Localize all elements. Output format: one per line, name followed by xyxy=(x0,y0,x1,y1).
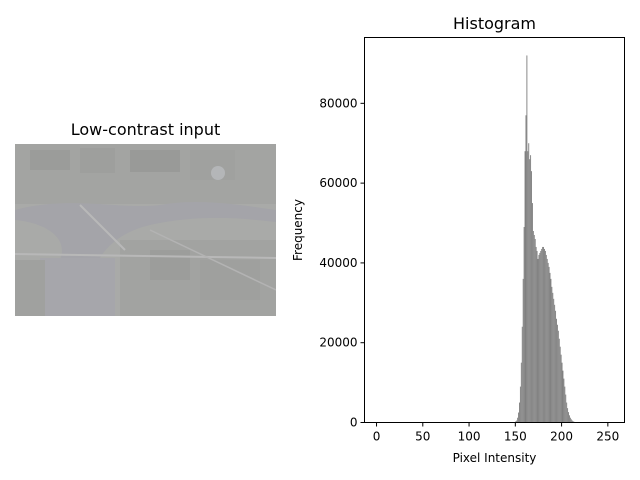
histogram-bar xyxy=(520,362,522,423)
x-tick-label: 100 xyxy=(458,430,481,444)
histogram-bar xyxy=(567,408,569,423)
histogram-bar xyxy=(525,115,527,423)
histogram-bar xyxy=(543,246,545,423)
histogram-bar xyxy=(524,151,526,423)
histogram-bar xyxy=(531,203,533,423)
histogram-bar xyxy=(563,378,565,423)
histogram-bar xyxy=(522,278,524,423)
histogram-bar xyxy=(532,230,534,423)
histogram-bar xyxy=(557,330,559,423)
histogram-bar xyxy=(526,55,528,423)
histogram-bar xyxy=(560,354,562,423)
histogram-bar xyxy=(519,386,521,423)
y-tick-label: 80000 xyxy=(319,96,357,110)
histogram-bar xyxy=(556,324,558,423)
histogram-bar xyxy=(548,266,550,423)
histogram-bar xyxy=(528,143,530,423)
histogram-bar xyxy=(568,412,569,423)
histogram-bar xyxy=(531,171,532,423)
y-tick-label: 40000 xyxy=(319,256,357,270)
y-tick-label: 0 xyxy=(350,416,358,430)
histogram-bar xyxy=(550,278,552,423)
histogram-bar xyxy=(564,386,566,423)
histogram-bar xyxy=(562,370,564,423)
histogram-bar xyxy=(561,362,563,423)
x-tick-label: 200 xyxy=(550,430,573,444)
histogram-bar xyxy=(534,238,536,423)
left-panel-title: Low-contrast input xyxy=(71,120,221,139)
histogram-bar xyxy=(551,286,553,423)
histogram-bar xyxy=(539,252,541,423)
x-tick-label: 250 xyxy=(596,430,619,444)
histogram-bar xyxy=(544,250,546,423)
histogram-title: Histogram xyxy=(453,14,536,33)
histogram-bar xyxy=(527,151,529,423)
histogram-bar xyxy=(517,417,519,423)
histogram-bar xyxy=(553,298,555,423)
y-tick-label: 20000 xyxy=(319,336,357,350)
histogram-bar xyxy=(555,310,557,423)
x-tick-label: 150 xyxy=(504,430,527,444)
histogram-bar xyxy=(570,419,572,423)
histogram-bar xyxy=(519,402,520,423)
y-axis-label: Frequency xyxy=(291,199,305,261)
histogram-bar xyxy=(541,248,543,423)
y-axis-ticks: 0 20000 40000 60000 80000 xyxy=(319,96,365,430)
histogram-bar xyxy=(515,421,517,423)
histogram-bar xyxy=(529,159,531,423)
histogram-bar xyxy=(566,402,568,423)
x-tick-label: 0 xyxy=(373,430,381,444)
histogram-bars xyxy=(515,55,577,423)
histogram-bar xyxy=(521,326,523,423)
x-tick-label: 50 xyxy=(415,430,430,444)
histogram-bar xyxy=(571,420,573,423)
x-axis-ticks: 0 50 100 150 200 250 xyxy=(373,422,619,444)
histogram-bar xyxy=(546,258,548,423)
histogram-bar xyxy=(516,420,518,423)
histogram-bar xyxy=(556,318,557,423)
histogram-bar xyxy=(523,227,525,423)
histogram-bar xyxy=(554,304,556,423)
low-contrast-image xyxy=(15,144,276,316)
histogram-bar xyxy=(535,246,537,423)
histogram-bar xyxy=(533,234,535,423)
histogram-bar xyxy=(572,421,574,423)
histogram-bar xyxy=(559,346,561,423)
histogram-bar xyxy=(568,415,570,423)
histogram-bar xyxy=(530,155,532,423)
histogram-bar xyxy=(565,394,567,423)
histogram-bar xyxy=(549,272,551,423)
histogram-bar xyxy=(545,254,547,423)
histogram-bar xyxy=(537,258,539,423)
y-tick-label: 60000 xyxy=(319,176,357,190)
histogram-bar xyxy=(558,338,560,423)
histogram-bar xyxy=(547,262,549,423)
histogram-bar xyxy=(569,417,571,423)
histogram-bar xyxy=(552,292,554,423)
histogram-bar xyxy=(542,246,544,423)
plot-frame xyxy=(364,37,625,423)
histogram-bar xyxy=(544,248,545,423)
histogram-bar xyxy=(540,250,542,423)
histogram-bar xyxy=(518,412,520,423)
histogram-bar xyxy=(538,254,540,423)
x-axis-label: Pixel Intensity xyxy=(453,451,537,465)
histogram-bar xyxy=(536,250,538,423)
